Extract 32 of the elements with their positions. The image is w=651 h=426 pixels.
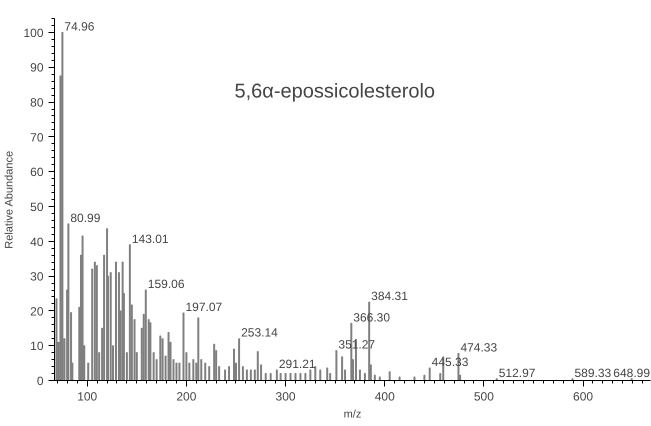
y-tick-label: 60 — [30, 165, 44, 180]
x-tick-label: 500 — [474, 390, 494, 404]
y-tick-label: 50 — [30, 200, 44, 214]
annotation: 512.97 — [498, 366, 536, 380]
y-tick-label: 90 — [30, 60, 44, 75]
x-tick-label: 400 — [374, 390, 396, 404]
annotation: 159.06 — [148, 277, 185, 291]
y-tick-label: 40 — [30, 234, 44, 249]
y-tick-label: 80 — [30, 96, 44, 110]
annotation: 143.01 — [132, 232, 169, 246]
annotation: 384.31 — [371, 289, 408, 304]
y-tick-label: 10 — [30, 339, 44, 354]
y-tick-label: 70 — [30, 130, 44, 144]
annotation: 74.96 — [64, 19, 95, 34]
annotation: 197.07 — [185, 300, 223, 314]
y-axis-title: Relative Abundance — [3, 150, 16, 249]
annotation: 5,6α-epossicolesterolo — [234, 80, 436, 102]
x-tick-label: 300 — [276, 390, 296, 404]
x-axis-title: m/z — [344, 408, 362, 420]
x-tick-label: 100 — [77, 390, 98, 404]
annotation: 291.21 — [278, 357, 316, 372]
x-tick-label: 200 — [176, 390, 197, 404]
annotation: 648.99 — [613, 366, 650, 380]
y-tick-label: 0 — [36, 374, 44, 388]
x-tick-label: 600 — [573, 390, 594, 404]
y-tick-label: 20 — [30, 304, 44, 318]
annotation: 80.99 — [70, 210, 101, 225]
annotation: 589.33 — [574, 366, 612, 380]
y-tick-label: 100 — [23, 26, 44, 40]
y-tick-label: 30 — [30, 270, 44, 284]
annotation: 253.14 — [241, 326, 278, 340]
annotation: 474.33 — [460, 340, 498, 354]
